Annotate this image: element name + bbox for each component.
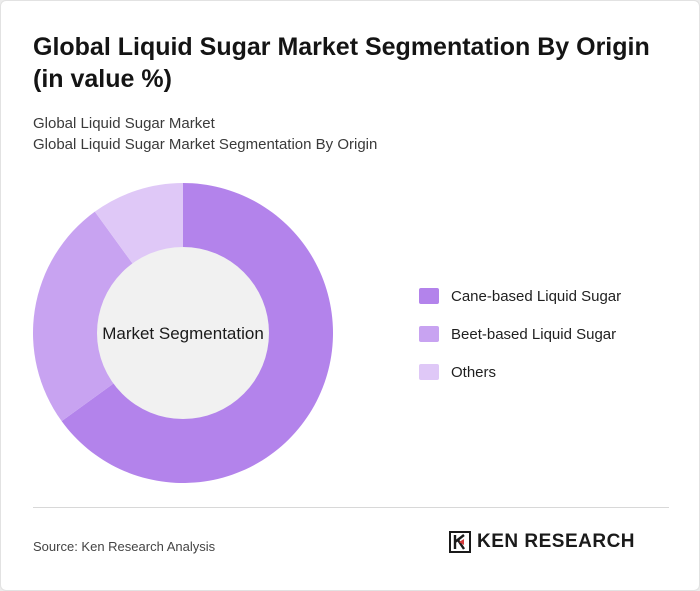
legend-item-others: Others [419,362,621,382]
legend-swatch-beet [419,326,439,342]
legend-swatch-cane [419,288,439,304]
chart-title: Global Liquid Sugar Market Segmentation … [33,33,650,93]
legend-label-cane: Cane-based Liquid Sugar [451,287,622,305]
legend-item-cane: Cane-based Liquid Sugar [419,286,621,306]
legend-label-beet: Beet-based Liquid Sugar [451,325,617,343]
chart-legend: Cane-based Liquid Sugar Beet-based Liqui… [419,286,621,400]
ken-research-logo: KEN RESEARCH [449,531,635,553]
legend-label-others: Others [451,363,497,381]
footer-divider [33,507,669,508]
legend-item-beet: Beet-based Liquid Sugar [419,324,621,344]
donut-hole [97,247,269,419]
ken-logo-icon [449,531,471,553]
donut-center-label: Market Segmentation [102,324,264,343]
source-note: Source: Ken Research Analysis [33,539,216,554]
chart-subtitle: Global Liquid Sugar Market [33,115,215,132]
chart-subtitle-secondary: Global Liquid Sugar Market Segmentation … [33,136,378,153]
legend-swatch-others [419,364,439,380]
logo-text: KEN RESEARCH [477,531,636,552]
donut-chart: Market Segmentation [32,183,334,484]
